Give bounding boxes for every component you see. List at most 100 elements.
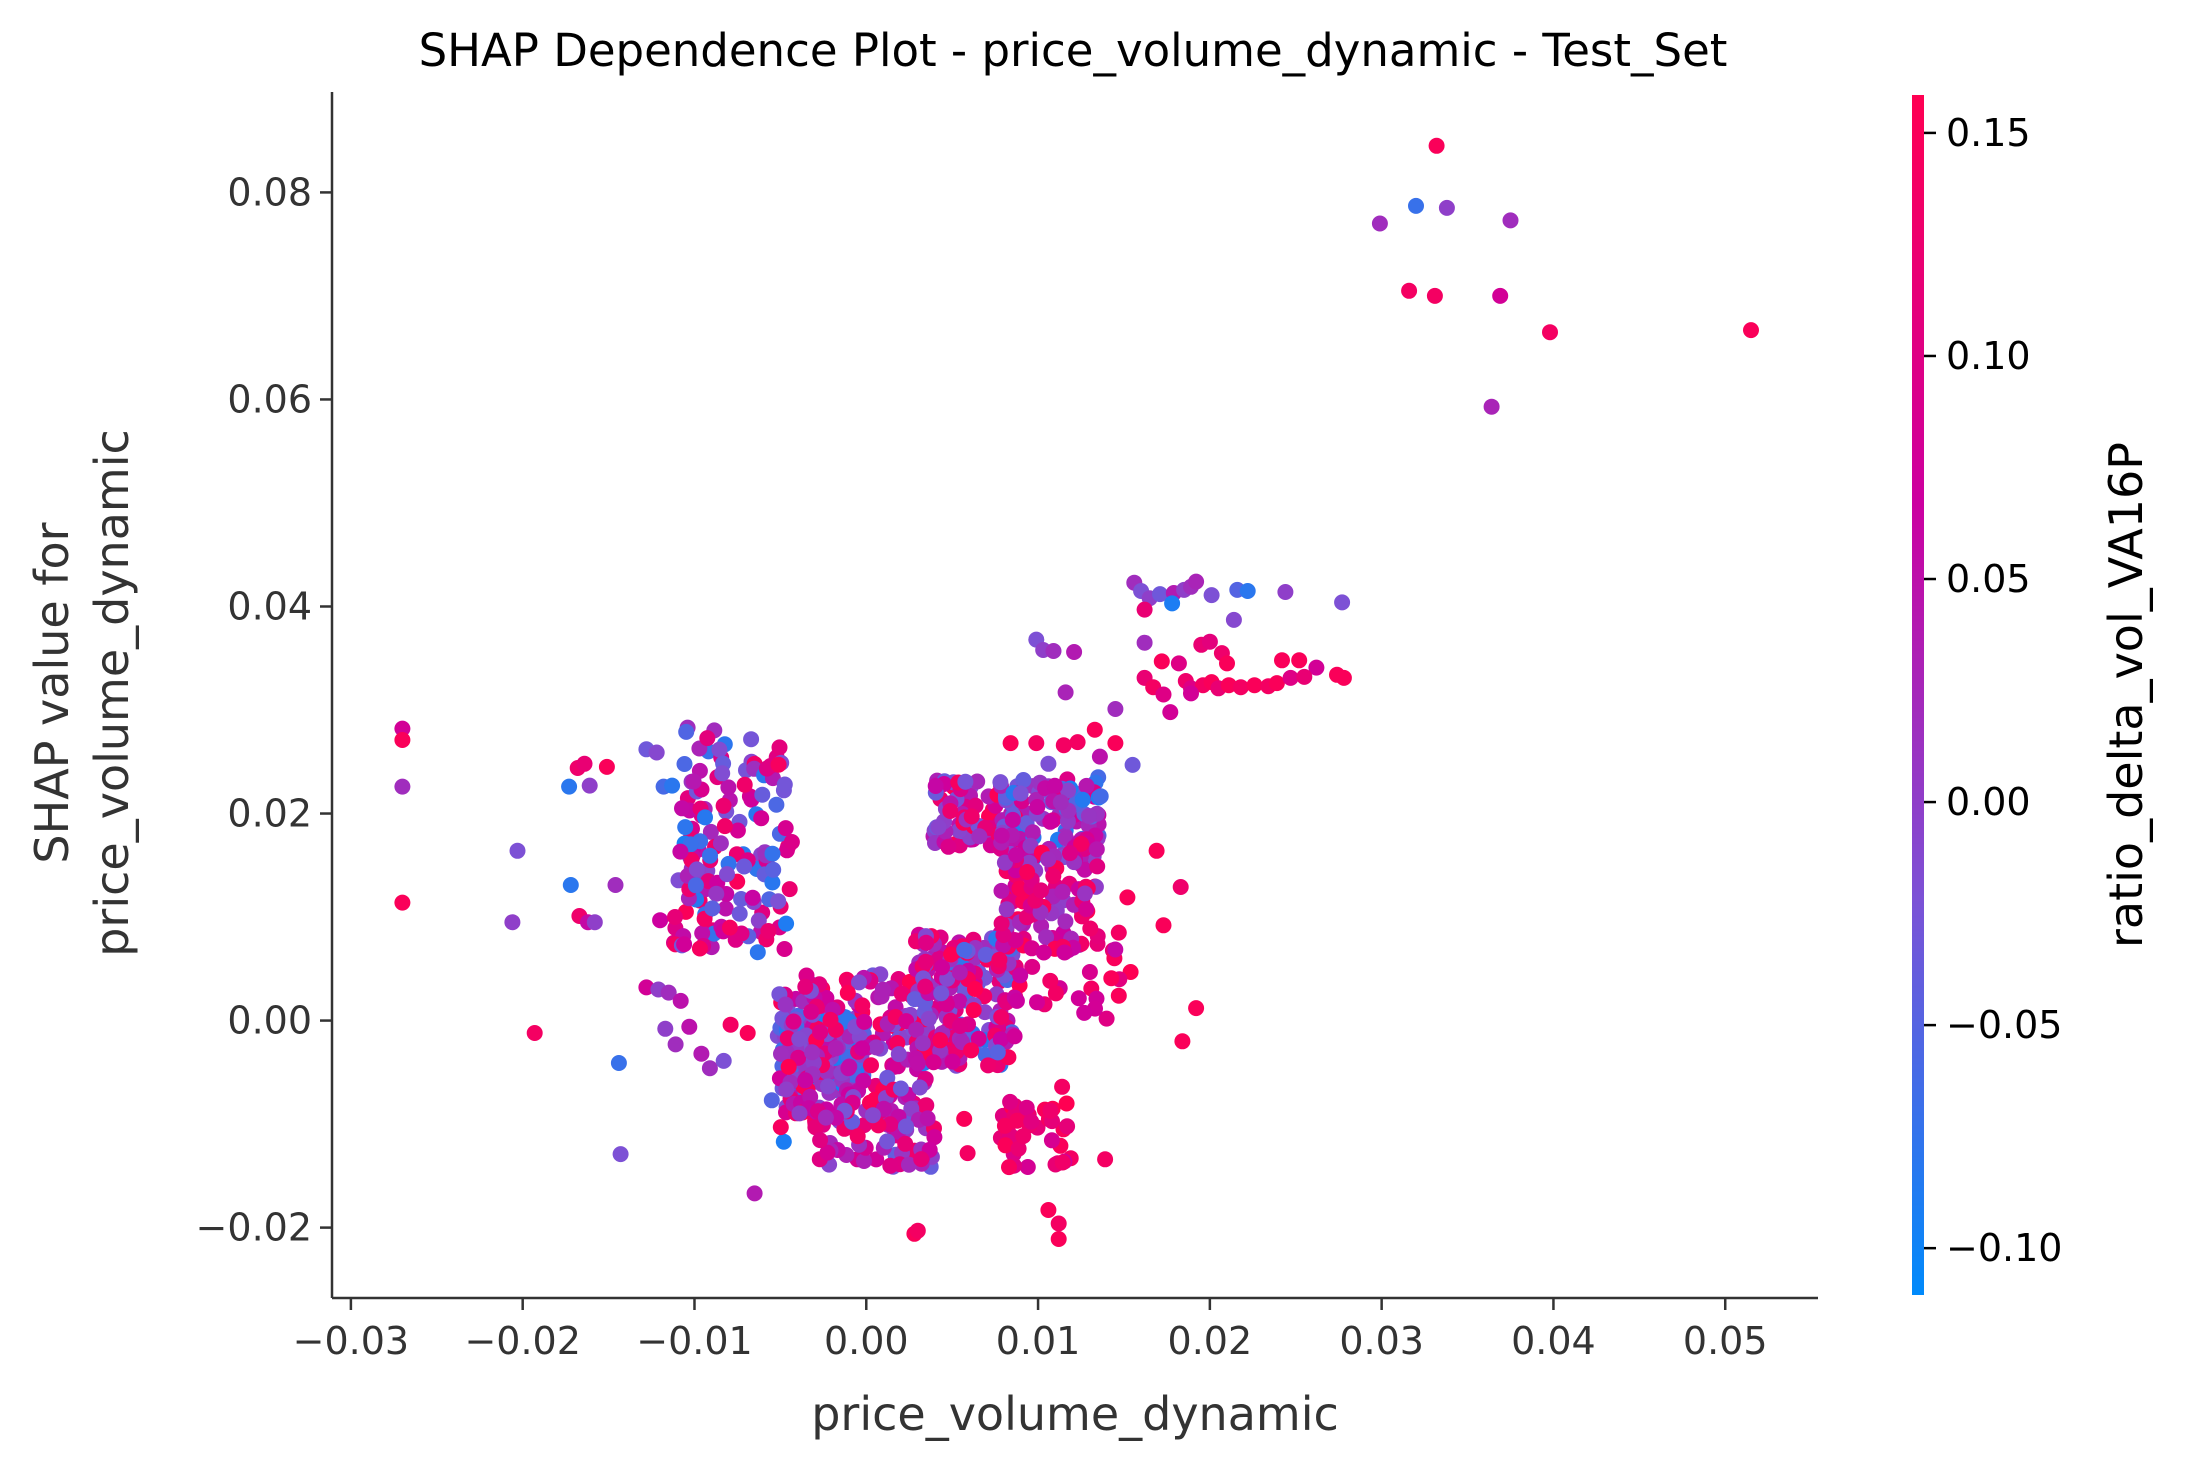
data-point xyxy=(971,828,988,845)
data-point xyxy=(963,1042,980,1059)
data-point xyxy=(1078,777,1095,794)
data-point xyxy=(856,1153,872,1169)
data-point xyxy=(1097,1151,1114,1168)
colorbar-tick-label: 0.10 xyxy=(1946,334,2031,378)
data-point xyxy=(667,1036,684,1053)
data-point xyxy=(701,1060,718,1077)
data-point xyxy=(1088,841,1105,858)
data-point xyxy=(1038,929,1055,946)
data-point xyxy=(1040,755,1057,772)
data-point xyxy=(562,877,579,893)
data-point xyxy=(764,874,781,891)
data-point xyxy=(1155,686,1172,703)
colorbar-tick-label: 0.15 xyxy=(1946,111,2031,155)
data-point xyxy=(1136,634,1153,651)
data-point xyxy=(638,979,655,996)
data-point xyxy=(1092,788,1109,805)
data-point xyxy=(674,800,690,817)
data-point xyxy=(989,1044,1006,1061)
y-tick-label: 0.04 xyxy=(227,584,312,628)
data-point xyxy=(803,1003,820,1020)
data-point xyxy=(780,1058,797,1075)
data-point xyxy=(820,1078,836,1095)
data-point xyxy=(1220,677,1237,694)
x-tick-label: 0.01 xyxy=(996,1319,1081,1363)
data-point xyxy=(898,1118,914,1135)
data-point xyxy=(965,1002,982,1019)
data-point xyxy=(1438,199,1455,216)
data-point xyxy=(1232,679,1249,696)
data-point xyxy=(1045,643,1062,659)
colorbar-tick-label: −0.05 xyxy=(1946,1003,2062,1047)
data-point xyxy=(951,964,968,981)
data-point xyxy=(1058,1095,1075,1112)
data-point xyxy=(819,1144,836,1161)
data-point xyxy=(721,919,738,936)
data-point xyxy=(897,1135,914,1152)
data-point xyxy=(1136,601,1153,618)
data-point xyxy=(917,953,934,970)
data-point xyxy=(856,1013,873,1030)
data-point xyxy=(1073,835,1090,852)
data-point xyxy=(743,731,760,748)
data-point xyxy=(1174,1033,1191,1050)
data-point xyxy=(1335,669,1352,686)
data-point xyxy=(817,1109,834,1126)
data-point xyxy=(716,818,733,835)
x-tick-label: −0.02 xyxy=(464,1319,580,1363)
data-point xyxy=(779,1030,796,1047)
data-point xyxy=(1012,785,1029,802)
data-point xyxy=(1023,940,1040,957)
data-point xyxy=(1188,573,1205,590)
data-point xyxy=(681,1018,698,1035)
data-point xyxy=(778,915,795,932)
data-point xyxy=(855,1072,872,1089)
data-point xyxy=(714,765,731,782)
data-point xyxy=(926,1129,943,1146)
data-point xyxy=(1225,611,1242,628)
data-point xyxy=(992,774,1009,791)
data-point xyxy=(890,1046,907,1063)
data-point xyxy=(1052,794,1069,811)
data-point xyxy=(771,739,788,756)
data-point xyxy=(882,1116,899,1133)
data-point xyxy=(717,900,734,917)
data-point xyxy=(1119,889,1136,906)
data-point xyxy=(773,1045,789,1062)
data-point xyxy=(764,845,781,862)
data-point xyxy=(1148,842,1165,859)
data-point xyxy=(754,786,771,803)
data-point xyxy=(1110,987,1127,1004)
data-point xyxy=(561,778,578,795)
data-point xyxy=(1239,583,1256,599)
data-point xyxy=(1203,587,1220,604)
data-point xyxy=(1291,652,1308,669)
data-point xyxy=(697,809,713,826)
data-point xyxy=(1082,920,1099,937)
data-point xyxy=(1042,813,1059,830)
data-point xyxy=(977,946,994,963)
data-point xyxy=(998,901,1015,918)
data-point xyxy=(610,1055,627,1071)
data-point xyxy=(963,808,980,825)
x-tick-label: 0.05 xyxy=(1683,1319,1768,1363)
data-point xyxy=(715,797,732,814)
data-point xyxy=(1033,882,1049,899)
data-point xyxy=(660,984,677,1001)
data-point xyxy=(1050,1231,1067,1247)
data-point xyxy=(1155,917,1172,934)
data-point xyxy=(932,1032,949,1049)
data-point xyxy=(1492,287,1509,304)
y-tick-label: 0.06 xyxy=(227,377,312,421)
data-point xyxy=(702,823,719,840)
data-point xyxy=(1056,944,1073,961)
data-point xyxy=(1162,704,1179,721)
data-point xyxy=(1018,1099,1035,1116)
data-point xyxy=(694,925,711,942)
data-point xyxy=(840,1060,857,1077)
data-point xyxy=(1042,1102,1059,1119)
data-point xyxy=(509,842,526,859)
data-point xyxy=(1371,215,1388,232)
colorbar-tick-label: −0.10 xyxy=(1946,1226,2062,1270)
